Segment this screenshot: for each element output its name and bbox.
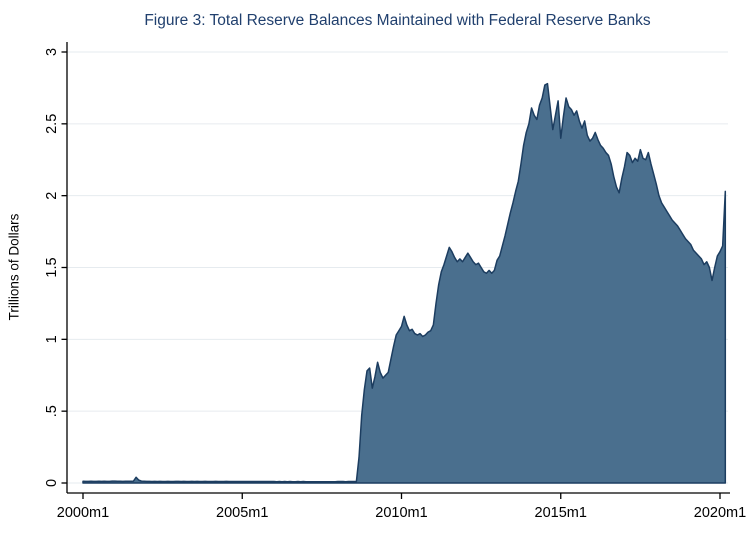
x-tick-label: 2015m1: [535, 505, 587, 521]
y-tick-label: 0: [44, 479, 60, 487]
x-tick-label: 2010m1: [375, 505, 427, 521]
x-tick-label: 2005m1: [216, 505, 268, 521]
y-tick-label: 2.5: [44, 114, 60, 134]
chart-title: Figure 3: Total Reserve Balances Maintai…: [144, 12, 651, 29]
y-tick-label: 1.5: [44, 257, 60, 277]
y-tick-label: .5: [44, 405, 60, 417]
y-tick-label: 3: [44, 48, 60, 56]
area-series: [82, 82, 727, 484]
y-tick-label: 1: [44, 335, 60, 343]
x-tick-label: 2000m1: [57, 505, 109, 521]
y-tick-label: 2: [44, 192, 60, 200]
x-tick-label: 2020m1: [694, 505, 746, 521]
